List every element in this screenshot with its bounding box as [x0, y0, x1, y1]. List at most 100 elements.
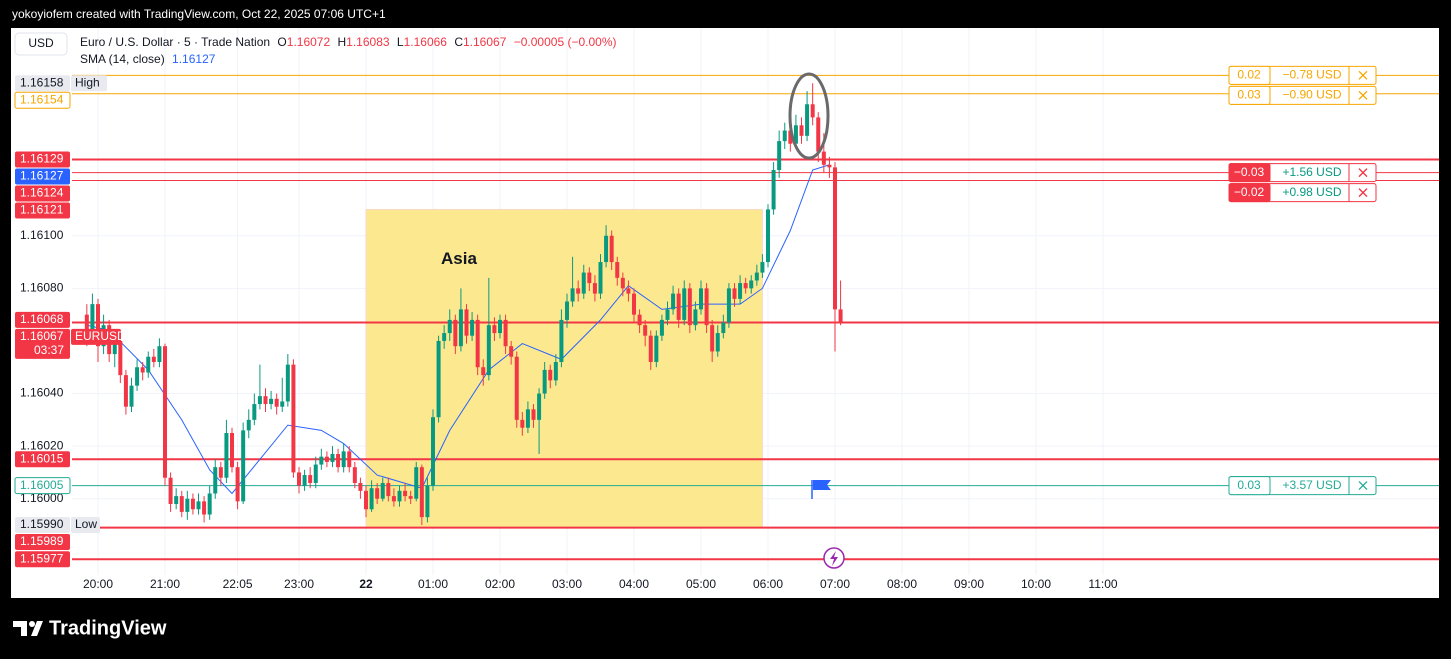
position-qty: −0.03	[1234, 165, 1265, 179]
price-label: 1.16005	[20, 478, 64, 492]
position-pnl: +0.98 USD	[1282, 185, 1341, 199]
candle-body	[654, 335, 659, 362]
price-tag: High	[75, 75, 100, 89]
candle-body	[447, 319, 452, 334]
candle-body	[693, 309, 698, 326]
candle-body	[704, 288, 709, 326]
candle-body	[793, 125, 798, 144]
x-tick-label: 02:00	[485, 577, 515, 591]
legend-open: 1.16072	[287, 35, 331, 49]
position-close[interactable]	[1358, 90, 1368, 100]
price-label-box	[15, 185, 70, 202]
candle-body	[419, 467, 424, 518]
candle-body	[754, 272, 759, 281]
candle-body	[257, 396, 262, 405]
position-close[interactable]	[1358, 168, 1368, 178]
candle-body	[637, 314, 642, 326]
position-qty: 0.02	[1237, 68, 1261, 82]
candle-body	[308, 475, 313, 483]
candle-body	[721, 322, 726, 334]
candle-body	[369, 488, 374, 510]
candle-body	[330, 454, 335, 462]
candle-body	[397, 490, 402, 502]
price-label-box	[15, 151, 70, 168]
position-close[interactable]	[1358, 188, 1368, 198]
flag-icon	[811, 480, 831, 499]
candle-body	[291, 364, 296, 473]
candle-body	[431, 417, 435, 486]
candle-body	[827, 164, 832, 168]
x-tick-label: 22	[359, 577, 373, 591]
candle-body	[659, 319, 664, 336]
candle-body	[336, 454, 341, 468]
candle-body	[777, 141, 782, 171]
price-tag: EURUSD	[75, 329, 126, 343]
price-label: 1.16015	[20, 451, 64, 465]
candle-body	[442, 333, 447, 341]
candle-body	[135, 367, 140, 386]
currency-button-label[interactable]: USD	[28, 36, 54, 50]
candle-body	[626, 288, 631, 294]
candle-body	[687, 288, 692, 326]
candle-body	[347, 451, 352, 468]
candle-body	[810, 104, 815, 118]
x-tick-label: 22:05	[223, 577, 253, 591]
candle-body	[151, 356, 156, 362]
price-countdown: 03:37	[34, 343, 64, 357]
candle-body	[570, 288, 575, 302]
x-tick-label: 08:00	[887, 577, 917, 591]
position-qty-box	[1228, 476, 1271, 496]
candle-body	[403, 490, 408, 497]
candle-body	[118, 340, 123, 376]
candle-body	[509, 346, 514, 357]
candle-body	[436, 340, 441, 418]
price-label-box	[14, 477, 71, 495]
x-tick-label: 21:00	[150, 577, 180, 591]
position-qty-box	[1228, 65, 1271, 85]
candle-body	[503, 319, 508, 347]
candle-body	[498, 319, 502, 334]
indicator-name: SMA (14, close)	[80, 52, 165, 66]
candle-body	[218, 467, 223, 478]
candle-body	[408, 496, 413, 499]
currency-button[interactable]	[14, 32, 68, 56]
session-label: Asia	[441, 249, 477, 268]
event-icon	[823, 547, 845, 569]
price-tag: Low	[75, 517, 97, 531]
candle-body	[453, 319, 458, 347]
y-tick-label: 1.16040	[20, 386, 64, 400]
candle-body	[297, 472, 301, 486]
candle-body	[470, 319, 475, 336]
position-close[interactable]	[1358, 481, 1368, 491]
candle-body	[196, 501, 201, 510]
position-qty-box	[1228, 85, 1271, 105]
legend-symbol: Euro / U.S. Dollar · 5 · Trade Nation	[80, 35, 270, 49]
candle-body	[682, 288, 687, 320]
position-pnl: −0.90 USD	[1282, 88, 1341, 102]
footer-logo	[13, 621, 43, 636]
legend-change: −0.00005 (−0.00%)	[514, 35, 617, 49]
candle-body	[525, 409, 530, 428]
candle-body	[598, 262, 603, 294]
legend-close: 1.16067	[463, 35, 507, 49]
price-label: 1.16154	[20, 92, 64, 106]
sma-line	[86, 164, 830, 495]
candle-body	[643, 325, 648, 336]
price-label-box	[14, 91, 71, 109]
candle-body	[163, 346, 167, 478]
price-label: 1.15989	[20, 534, 64, 548]
price-label-box	[15, 202, 70, 219]
y-tick-label: 1.16080	[20, 281, 64, 295]
position-close[interactable]	[1358, 70, 1368, 80]
price-label: 1.16067	[20, 329, 64, 343]
candle-body	[715, 333, 720, 352]
candle-body	[386, 482, 391, 497]
indicator-value: 1.16127	[172, 52, 216, 66]
position-pnl: +3.57 USD	[1282, 478, 1341, 492]
candle-body	[84, 314, 89, 336]
x-tick-label: 11:00	[1088, 577, 1117, 591]
y-tick-label: 1.16100	[20, 228, 64, 242]
candle-body	[202, 501, 207, 515]
position-qty: −0.02	[1234, 185, 1265, 199]
candle-body	[230, 432, 234, 468]
